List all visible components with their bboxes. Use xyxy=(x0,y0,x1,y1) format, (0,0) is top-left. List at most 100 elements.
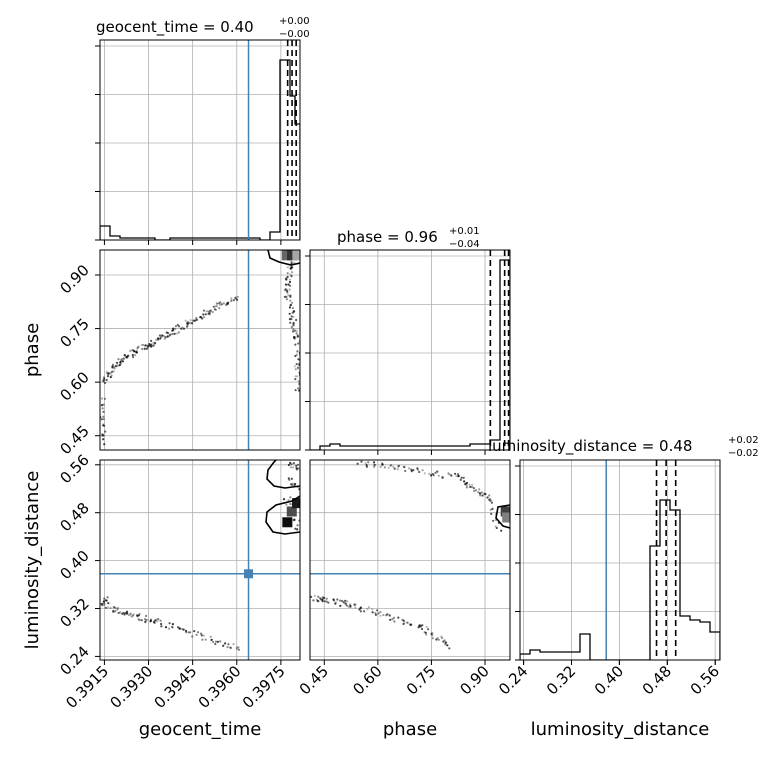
scatter-point xyxy=(463,480,466,483)
x-tick-label: 0.75 xyxy=(403,662,439,698)
scatter-point xyxy=(332,599,336,602)
scatter-point xyxy=(292,321,295,324)
scatter-point xyxy=(284,283,288,286)
scatter-point xyxy=(104,606,107,610)
scatter-point xyxy=(372,461,376,464)
scatter-point xyxy=(137,345,140,348)
panel-frame xyxy=(309,249,511,451)
scatter-point xyxy=(359,610,362,613)
scatter-point xyxy=(291,330,295,333)
scatter-point xyxy=(294,389,297,392)
scatter-point xyxy=(321,600,324,603)
scatter-point xyxy=(285,295,288,298)
scatter-point xyxy=(132,613,135,616)
scatter-point xyxy=(437,474,440,477)
scatter-point xyxy=(292,324,295,327)
scatter-point xyxy=(354,606,357,609)
scatter-point xyxy=(289,466,292,469)
panel-frame xyxy=(99,459,301,661)
x-axis-label-phase: phase xyxy=(383,719,437,740)
density-square xyxy=(502,512,510,523)
scatter-point xyxy=(359,606,362,609)
scatter-point xyxy=(202,316,206,319)
x-tick-label: 0.24 xyxy=(495,662,531,698)
scatter-point xyxy=(159,336,162,339)
x-tick-label: 0.3930 xyxy=(107,662,157,712)
scatter-point xyxy=(290,267,293,270)
scatter-point xyxy=(358,608,361,611)
scatter-point xyxy=(118,364,121,367)
scatter-point xyxy=(101,434,104,437)
scatter-point xyxy=(317,600,320,603)
scatter-point xyxy=(477,491,480,494)
y-tick-label: 0.56 xyxy=(56,451,92,487)
density-squares xyxy=(500,506,510,523)
scatter-point xyxy=(297,380,300,383)
scatter-point xyxy=(488,494,491,497)
scatter-point xyxy=(100,418,103,421)
scatter-point xyxy=(103,443,106,446)
panel-frame xyxy=(99,249,301,451)
scatter-point xyxy=(389,618,392,622)
scatter-point xyxy=(474,489,478,492)
scatter-point xyxy=(448,473,451,476)
scatter-point xyxy=(121,360,125,363)
scatter-point xyxy=(136,346,139,349)
scatter-point xyxy=(97,412,99,414)
scatter-point xyxy=(403,621,406,624)
scatter-point xyxy=(108,372,111,375)
scatter-point xyxy=(430,474,433,477)
scatter-point xyxy=(421,469,424,472)
scatter-point xyxy=(286,272,289,275)
scatter-point xyxy=(134,354,137,357)
scatter-point xyxy=(105,370,108,373)
scatter-point xyxy=(132,355,135,359)
scatter-point xyxy=(286,291,289,294)
scatter-point xyxy=(226,646,229,649)
scatter-point xyxy=(292,466,295,469)
scatter-point xyxy=(209,635,212,638)
scatter-point xyxy=(187,321,191,324)
scatter-point xyxy=(145,619,148,622)
scatter-point xyxy=(469,485,472,489)
x-tick-label: 0.32 xyxy=(543,662,579,698)
scatter-point xyxy=(336,598,339,601)
scatter-point xyxy=(479,494,482,497)
scatter-point xyxy=(230,299,233,302)
scatter-point xyxy=(289,273,292,276)
scatter-point xyxy=(160,335,163,338)
scatter-point xyxy=(297,367,300,370)
scatter-point xyxy=(406,621,409,624)
scatter-point xyxy=(465,484,468,487)
scatter-point xyxy=(102,376,105,379)
scatter-point xyxy=(289,284,292,287)
scatter-point xyxy=(323,600,326,603)
scatter-point xyxy=(297,467,300,470)
scatter-point xyxy=(431,637,434,640)
scatter-point xyxy=(388,614,391,617)
contour-outer xyxy=(266,460,300,489)
scatter-point xyxy=(285,278,288,281)
scatter-point xyxy=(202,313,205,316)
scatter-point xyxy=(345,604,348,607)
scatter-point xyxy=(289,294,292,297)
scatter-point xyxy=(164,626,168,629)
scatter-point xyxy=(284,277,287,280)
scatter-point xyxy=(293,518,296,522)
scatter-point xyxy=(286,289,289,292)
scatter-point xyxy=(319,597,322,600)
scatter-point xyxy=(102,438,105,441)
y-tick-label: 0.32 xyxy=(56,595,92,631)
scatter-point xyxy=(140,343,143,346)
scatter-point xyxy=(409,623,412,627)
scatter-point xyxy=(390,463,393,467)
scatter-point xyxy=(204,638,207,641)
scatter-point xyxy=(184,319,187,322)
density-squares xyxy=(282,498,300,528)
scatter-point xyxy=(178,325,181,328)
density-square xyxy=(292,250,300,261)
scatter-point xyxy=(130,349,133,352)
scatter-point xyxy=(454,472,457,475)
scatter-point xyxy=(397,616,400,619)
